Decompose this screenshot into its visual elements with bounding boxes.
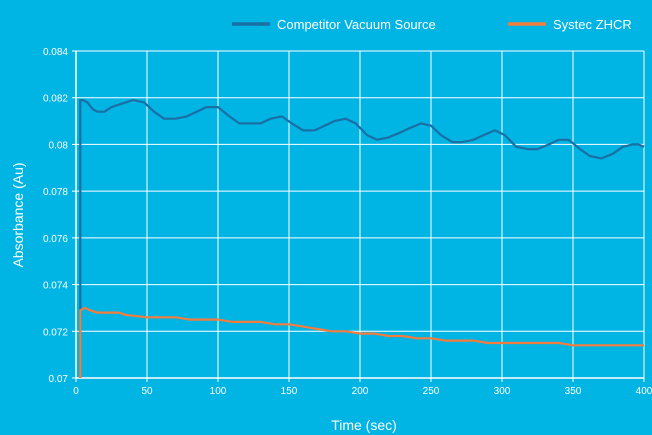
- series-line-competitor-vacuum-source: [79, 99, 645, 378]
- x-tick-label: 350: [565, 386, 582, 397]
- y-tick-label: 0.078: [43, 187, 68, 198]
- y-tick-label: 0.072: [43, 327, 68, 338]
- legend-label: Systec ZHCR: [553, 17, 632, 32]
- y-tick-label: 0.07: [49, 374, 69, 385]
- x-tick-label: 400: [636, 386, 652, 397]
- y-tick-label: 0.082: [43, 94, 68, 105]
- legend-label: Competitor Vacuum Source: [277, 17, 436, 32]
- x-tick-label: 0: [73, 386, 79, 397]
- axis-layer: 0 50 100 150 200 250 300 350 400 0.07 0.072 0.074 0.…: [43, 47, 652, 397]
- legend: Competitor Vacuum Source Systec ZHCR: [232, 17, 632, 32]
- y-axis-title: Absorbance (Au): [10, 162, 26, 267]
- x-tick-label: 50: [141, 386, 153, 397]
- x-tick-label: 200: [352, 386, 369, 397]
- x-axis-title: Time (sec): [331, 417, 397, 433]
- x-tick-label: 250: [423, 386, 440, 397]
- y-tick-label: 0.08: [49, 140, 69, 151]
- y-tick-label: 0.074: [43, 281, 68, 292]
- grid-layer: [75, 50, 645, 379]
- x-tick-label: 100: [210, 386, 227, 397]
- x-tick-label: 150: [281, 386, 298, 397]
- x-tick-label: 300: [494, 386, 511, 397]
- y-tick-label: 0.076: [43, 234, 68, 245]
- y-tick-label: 0.084: [43, 47, 68, 58]
- series-layer: [79, 99, 645, 378]
- series-line-systec-zhcr: [79, 306, 644, 378]
